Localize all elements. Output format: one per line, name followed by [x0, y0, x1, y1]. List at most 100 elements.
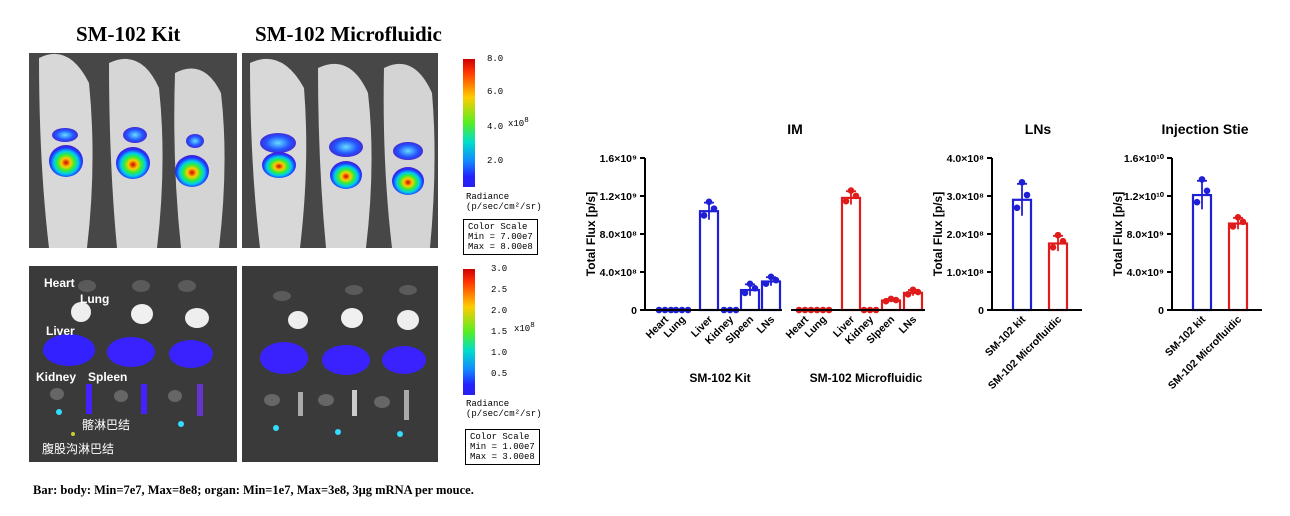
- im-bar: [840, 196, 862, 312]
- im-group-label: SM-102 Microfluidic: [810, 371, 923, 385]
- lns-data-point: [1049, 244, 1057, 251]
- im-y-tick-label: 0: [631, 305, 637, 317]
- figure-footer-note: Bar: body: Min=7e7, Max=8e8; organ: Min=…: [33, 483, 474, 497]
- lns-data-point: [1023, 191, 1031, 199]
- organ-color-scale-box: Color Scale Min = 1.00e7 Max = 3.00e8: [465, 429, 540, 465]
- organ-tick: 2.5: [491, 285, 508, 295]
- im-data-point: [904, 291, 912, 298]
- box-min: Min = 7.00e7: [468, 232, 533, 242]
- im-title: IM: [787, 121, 803, 137]
- organ-radiance-unit: (p/sec/cm²/sr): [466, 409, 542, 419]
- body-tick: 4.0: [487, 122, 504, 132]
- organ-tick: 0.5: [491, 369, 508, 379]
- lns-y-tick-label: 2.0×10⁸: [947, 229, 984, 241]
- organ-signal: [382, 346, 426, 374]
- organ-signal: [43, 334, 95, 366]
- body-image-kit: [29, 53, 237, 248]
- im-y-tick-label: 4.0×10⁸: [600, 267, 637, 279]
- organ-signal: [169, 340, 213, 368]
- signal-spot: [116, 147, 150, 179]
- im-data-point: [705, 198, 713, 206]
- header-microfluidic: SM-102 Microfluidic: [255, 22, 442, 46]
- signal-spot: [262, 152, 296, 178]
- signal-spot: [392, 167, 424, 195]
- injection-y-label: Total Flux [p/s]: [1111, 192, 1125, 276]
- im-group-label: SM-102 Kit: [689, 371, 750, 385]
- lns-y-label: Total Flux [p/s]: [931, 192, 945, 276]
- lns-data-point: [1013, 204, 1021, 212]
- body-tick: 8.0: [487, 54, 504, 64]
- organ-signal: [322, 345, 370, 375]
- signal-spot: [329, 137, 363, 157]
- injection-y-tick-label: 4.0×10⁹: [1127, 267, 1164, 279]
- injection-bar: [1191, 193, 1213, 312]
- injection-y-tick-label: 8.0×10⁹: [1127, 229, 1164, 241]
- im-data-point: [772, 276, 780, 284]
- signal-spot: [123, 127, 147, 143]
- mice-micro-svg: [242, 53, 438, 248]
- body-image-microfluidic: [242, 53, 438, 248]
- body-radiance-label: Radiance: [466, 192, 510, 202]
- organ-label-liver: Liver: [46, 324, 75, 338]
- organ-image-kit: [29, 266, 237, 462]
- organ-label-inguinal-ln: 腹股沟淋巴结: [42, 442, 115, 456]
- signal-spot: [330, 161, 362, 189]
- injection-x-tick-label: SM-102 Microfluidic: [1166, 314, 1244, 392]
- organ-tick: 2.0: [491, 306, 508, 316]
- im-data-point: [882, 297, 890, 305]
- signal-spot: [186, 134, 204, 148]
- injection-data-point: [1229, 223, 1237, 230]
- body-radiance-unit: (p/sec/cm²/sr): [466, 202, 542, 212]
- mice-kit-svg: [29, 53, 237, 248]
- body-colorbar: [463, 59, 475, 187]
- lns-bar: [1011, 198, 1033, 312]
- body-tick: 2.0: [487, 156, 504, 166]
- im-data-point: [762, 280, 770, 287]
- lns-data-point: [1018, 178, 1026, 186]
- injection-data-point: [1239, 218, 1247, 226]
- box-title: Color Scale: [468, 222, 528, 232]
- organ-label-heart: Heart: [44, 276, 75, 290]
- im-data-point: [751, 285, 759, 292]
- im-x-tick-label: LNs: [897, 314, 920, 337]
- injection-title: Injection Stie: [1161, 121, 1248, 137]
- im-data-point: [767, 273, 775, 281]
- im-y-label: Total Flux [p/s]: [584, 192, 598, 276]
- box-min: Min = 1.00e7: [470, 442, 535, 452]
- signal-spot: [393, 142, 423, 160]
- box-max: Max = 8.00e8: [468, 242, 533, 252]
- signal-spot: [52, 128, 78, 142]
- box-title: Color Scale: [470, 432, 530, 442]
- header-kit: SM-102 Kit: [76, 22, 181, 46]
- body-color-scale-box: Color Scale Min = 7.00e7 Max = 8.00e8: [463, 219, 538, 255]
- lns-title: LNs: [1025, 121, 1052, 137]
- im-data-point: [847, 187, 855, 194]
- injection-bar: [1227, 222, 1249, 312]
- lns-y-tick-label: 0: [978, 305, 984, 317]
- signal-spot: [49, 145, 83, 177]
- organ-exponent: x108: [514, 322, 535, 334]
- organ-colorbar: [463, 269, 475, 395]
- im-y-tick-label: 1.2×10⁹: [600, 191, 637, 203]
- im-data-point: [710, 205, 718, 212]
- organ-radiance-label: Radiance: [466, 399, 510, 409]
- im-data-point: [842, 197, 850, 205]
- lns-y-tick-label: 4.0×10⁸: [947, 153, 984, 165]
- injection-y-tick-label: 1.6×10¹⁰: [1124, 153, 1165, 165]
- lns-data-point: [1054, 231, 1062, 239]
- lns-data-point: [1059, 237, 1067, 245]
- organ-label-iliac-ln: 髂淋巴结: [82, 418, 131, 432]
- injection-data-point: [1193, 198, 1201, 206]
- injection-data-point: [1198, 176, 1206, 183]
- im-data-point: [741, 289, 749, 297]
- organ-signal: [107, 337, 155, 367]
- injection-y-tick-label: 1.2×10¹⁰: [1124, 191, 1165, 203]
- organs-kit-svg: [29, 266, 237, 462]
- organ-signal: [260, 342, 308, 374]
- im-y-tick-label: 1.6×10⁹: [600, 153, 637, 165]
- lns-bar: [1047, 242, 1069, 312]
- im-data-point: [887, 295, 895, 303]
- signal-spot: [260, 133, 296, 153]
- injection-data-point: [1203, 187, 1211, 195]
